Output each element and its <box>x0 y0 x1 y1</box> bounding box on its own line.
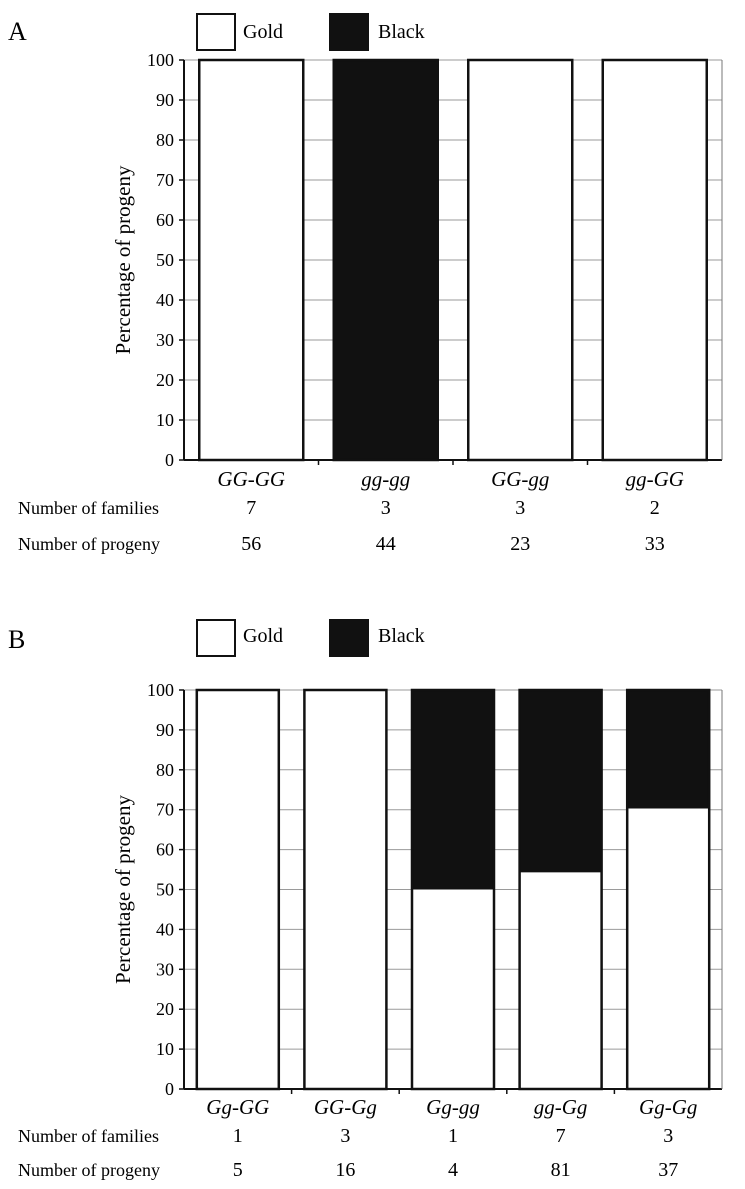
panel-b-bar-black-3 <box>519 690 602 873</box>
panel-b-bar-gold-3 <box>519 872 602 1089</box>
panel-b-label: B <box>8 625 25 654</box>
panel-b-progeny-value: 81 <box>551 1159 571 1181</box>
panel-a-progeny-value: 33 <box>645 533 665 555</box>
panel-a-bar-gold-3 <box>602 60 707 460</box>
panel-a-legend-swatch-gold <box>196 13 236 51</box>
panel-b-y-tick-label: 20 <box>156 999 174 1019</box>
panel-a-y-tick-label: 50 <box>156 250 174 270</box>
panel-a-y-tick-label: 10 <box>156 410 174 430</box>
panel-b-families-value: 7 <box>556 1125 566 1147</box>
panel-a-families-value: 3 <box>515 497 525 519</box>
panel-b-category-label: Gg-gg <box>426 1095 480 1119</box>
panel-a-y-tick-label: 30 <box>156 330 174 350</box>
panel-b-y-axis-label: Percentage of progeny <box>111 795 135 984</box>
panel-a-y-tick-label: 0 <box>165 450 174 470</box>
panel-b-families-value: 3 <box>340 1125 350 1147</box>
panel-a-legend-label-gold: Gold <box>243 21 283 43</box>
panel-a-category-label: GG-GG <box>217 467 285 491</box>
panel-b-y-tick-label: 0 <box>165 1079 174 1099</box>
panel-a-bar-gold-0 <box>199 60 304 460</box>
panel-b-bar-black-4 <box>627 690 710 809</box>
panel-b-families-value: 1 <box>448 1125 458 1147</box>
panel-b-families-value: 1 <box>233 1125 243 1147</box>
panel-b-legend-swatch-gold <box>196 619 236 657</box>
panel-b-y-tick-label: 40 <box>156 919 174 939</box>
panel-a-y-tick-label: 20 <box>156 370 174 390</box>
panel-b-bar-gold-1 <box>304 690 387 1089</box>
panel-a-bar-black-1 <box>333 60 438 460</box>
panel-b-bar-black-2 <box>412 690 494 890</box>
panel-b-y-tick-label: 10 <box>156 1039 174 1059</box>
panel-b-y-tick-label: 60 <box>156 840 174 860</box>
panel-a-families-value: 3 <box>381 497 391 519</box>
panel-a-category-label: gg-GG <box>626 467 684 491</box>
panel-b-bar-gold-4 <box>627 808 710 1089</box>
panel-b-y-tick-label: 70 <box>156 800 174 820</box>
panel-a-progeny-value: 44 <box>376 533 396 555</box>
panel-b-category-label: Gg-GG <box>206 1095 269 1119</box>
panel-b-progeny-value: 16 <box>335 1159 355 1181</box>
panel-a-progeny-value: 56 <box>241 533 261 555</box>
panel-b-progeny-value: 37 <box>658 1159 678 1181</box>
panel-b-bar-gold-0 <box>196 690 279 1089</box>
panel-a-families-value: 2 <box>650 497 660 519</box>
panel-a-y-tick-label: 70 <box>156 170 174 190</box>
panel-b-progeny-row-label: Number of progeny <box>18 1160 160 1180</box>
panel-a-y-tick-label: 60 <box>156 210 174 230</box>
panel-b-families-value: 3 <box>663 1125 673 1147</box>
panel-a-bar-gold-2 <box>468 60 573 460</box>
panel-a-y-tick-label: 90 <box>156 90 174 110</box>
panel-b-y-tick-label: 80 <box>156 760 174 780</box>
panel-b-progeny-value: 5 <box>233 1159 243 1181</box>
panel-a-category-label: GG-gg <box>491 467 549 491</box>
panel-b-y-tick-label: 90 <box>156 720 174 740</box>
panel-b-y-tick-label: 50 <box>156 880 174 900</box>
panel-a-y-tick-label: 40 <box>156 290 174 310</box>
panel-b-category-label: Gg-Gg <box>639 1095 697 1119</box>
panel-b-y-tick-label: 100 <box>147 680 174 700</box>
panel-b-legend-label-black: Black <box>378 625 425 647</box>
panel-b-category-label: gg-Gg <box>534 1095 588 1119</box>
panel-b-y-tick-label: 30 <box>156 959 174 979</box>
panel-b-category-label: GG-Gg <box>314 1095 377 1119</box>
panel-a-label: A <box>8 17 27 46</box>
panel-b-legend-label-gold: Gold <box>243 625 283 647</box>
panel-a-y-tick-label: 80 <box>156 130 174 150</box>
panel-a-families-value: 7 <box>246 497 256 519</box>
panel-a-progeny-row-label: Number of progeny <box>18 534 160 554</box>
panel-a-category-label: gg-gg <box>361 467 410 491</box>
panel-a-y-axis-label: Percentage of progeny <box>111 165 135 354</box>
panel-b-legend-swatch-black <box>329 619 369 657</box>
panel-a-families-row-label: Number of families <box>18 498 159 518</box>
panel-a-legend-label-black: Black <box>378 21 425 43</box>
panel-a-progeny-value: 23 <box>510 533 530 555</box>
panel-a-legend-swatch-black <box>329 13 369 51</box>
panel-a-y-tick-label: 100 <box>147 50 174 70</box>
panel-b-progeny-value: 4 <box>448 1159 458 1181</box>
panel-b-families-row-label: Number of families <box>18 1126 159 1146</box>
panel-b-bar-gold-2 <box>412 889 494 1089</box>
